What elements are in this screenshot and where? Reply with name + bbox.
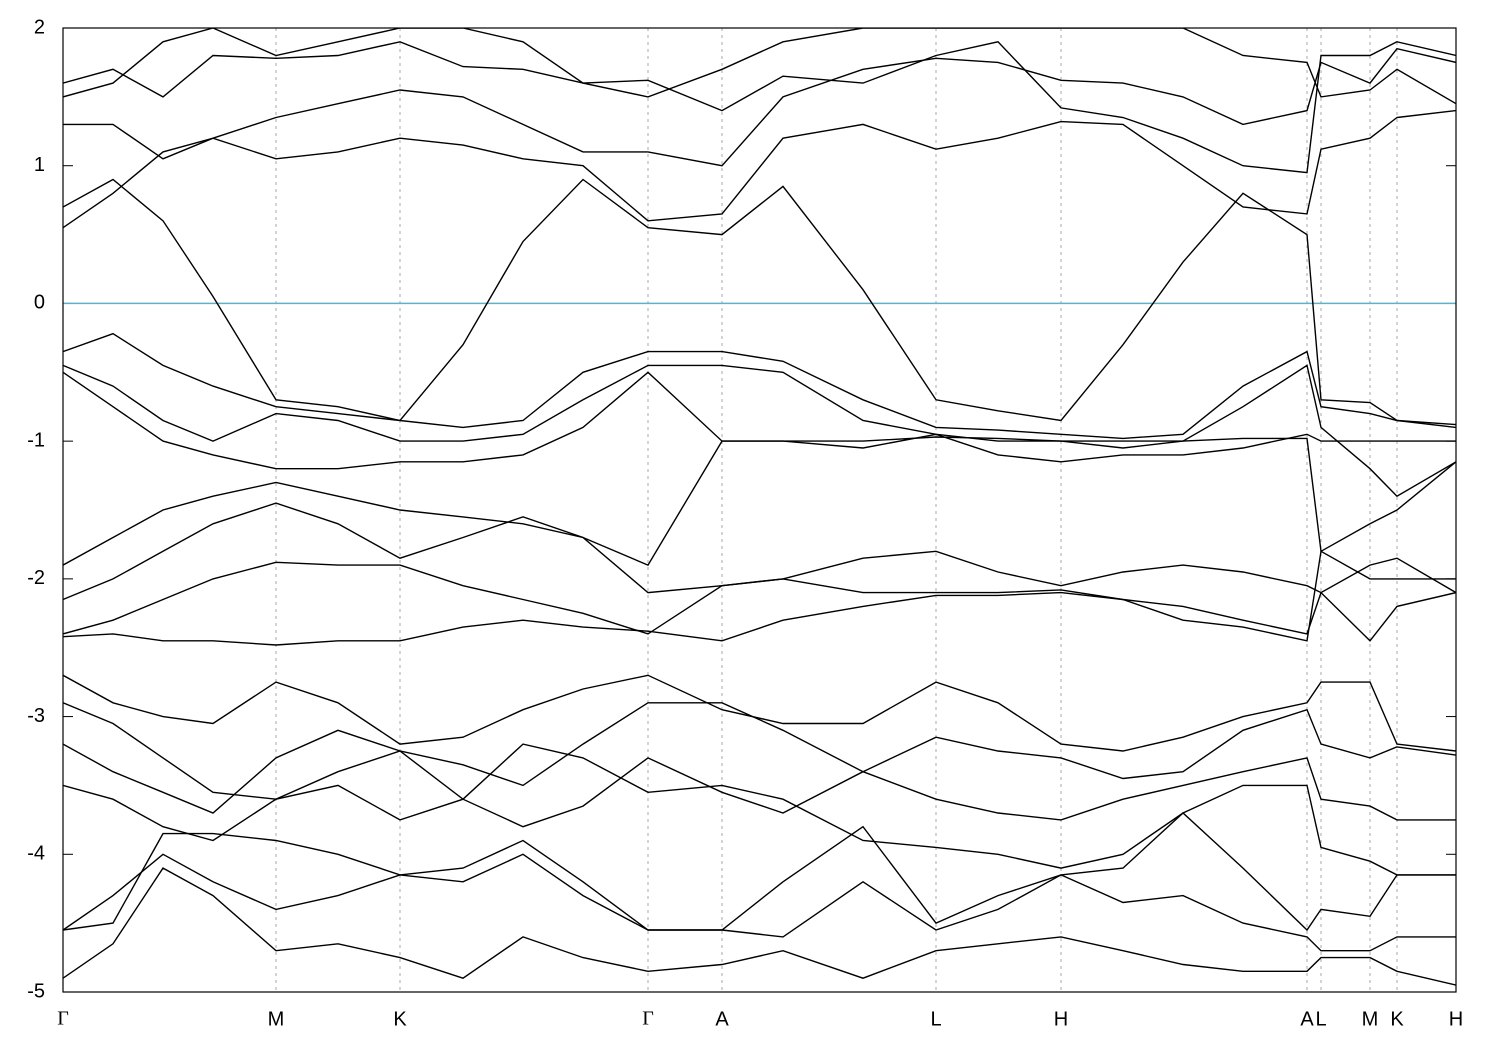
y-tick-label: -1 xyxy=(27,429,45,451)
x-tick-label: K xyxy=(1390,1008,1404,1030)
x-tick-label: L xyxy=(1315,1008,1326,1030)
y-tick-label: 1 xyxy=(34,154,45,176)
band xyxy=(63,550,1456,646)
x-tick-label: L xyxy=(930,1008,941,1030)
x-tick-label: H xyxy=(1449,1008,1463,1030)
y-tick-label: -2 xyxy=(27,567,45,589)
y-tick-label: 0 xyxy=(34,292,45,314)
band xyxy=(63,436,1456,566)
x-tick-label: Γ xyxy=(642,1008,654,1030)
band xyxy=(63,812,1456,932)
band xyxy=(63,41,1456,174)
x-tick-label: A xyxy=(715,1008,729,1030)
band xyxy=(63,332,1456,440)
band xyxy=(63,109,1456,229)
band xyxy=(63,371,1456,470)
x-tick-label: H xyxy=(1054,1008,1068,1030)
x-tick-label: Γ xyxy=(57,1008,69,1030)
x-tick-label: M xyxy=(268,1008,285,1030)
x-tick-label: M xyxy=(1362,1008,1379,1030)
plot-frame xyxy=(62,27,1457,993)
y-tick-label: -3 xyxy=(27,705,45,727)
band xyxy=(63,502,1456,601)
x-tick-label: A xyxy=(1300,1008,1314,1030)
y-tick-label: 2 xyxy=(34,16,45,38)
x-tick-label: K xyxy=(393,1008,407,1030)
band xyxy=(63,364,1456,498)
band xyxy=(63,853,1456,952)
band xyxy=(63,729,1456,828)
band xyxy=(63,47,1456,167)
band xyxy=(63,867,1456,986)
band xyxy=(63,743,1456,876)
band xyxy=(63,178,1456,429)
y-tick-label: -4 xyxy=(27,843,45,865)
band xyxy=(63,561,1456,642)
band xyxy=(63,28,1456,105)
band xyxy=(63,674,1456,752)
y-tick-label: -5 xyxy=(27,980,45,1002)
